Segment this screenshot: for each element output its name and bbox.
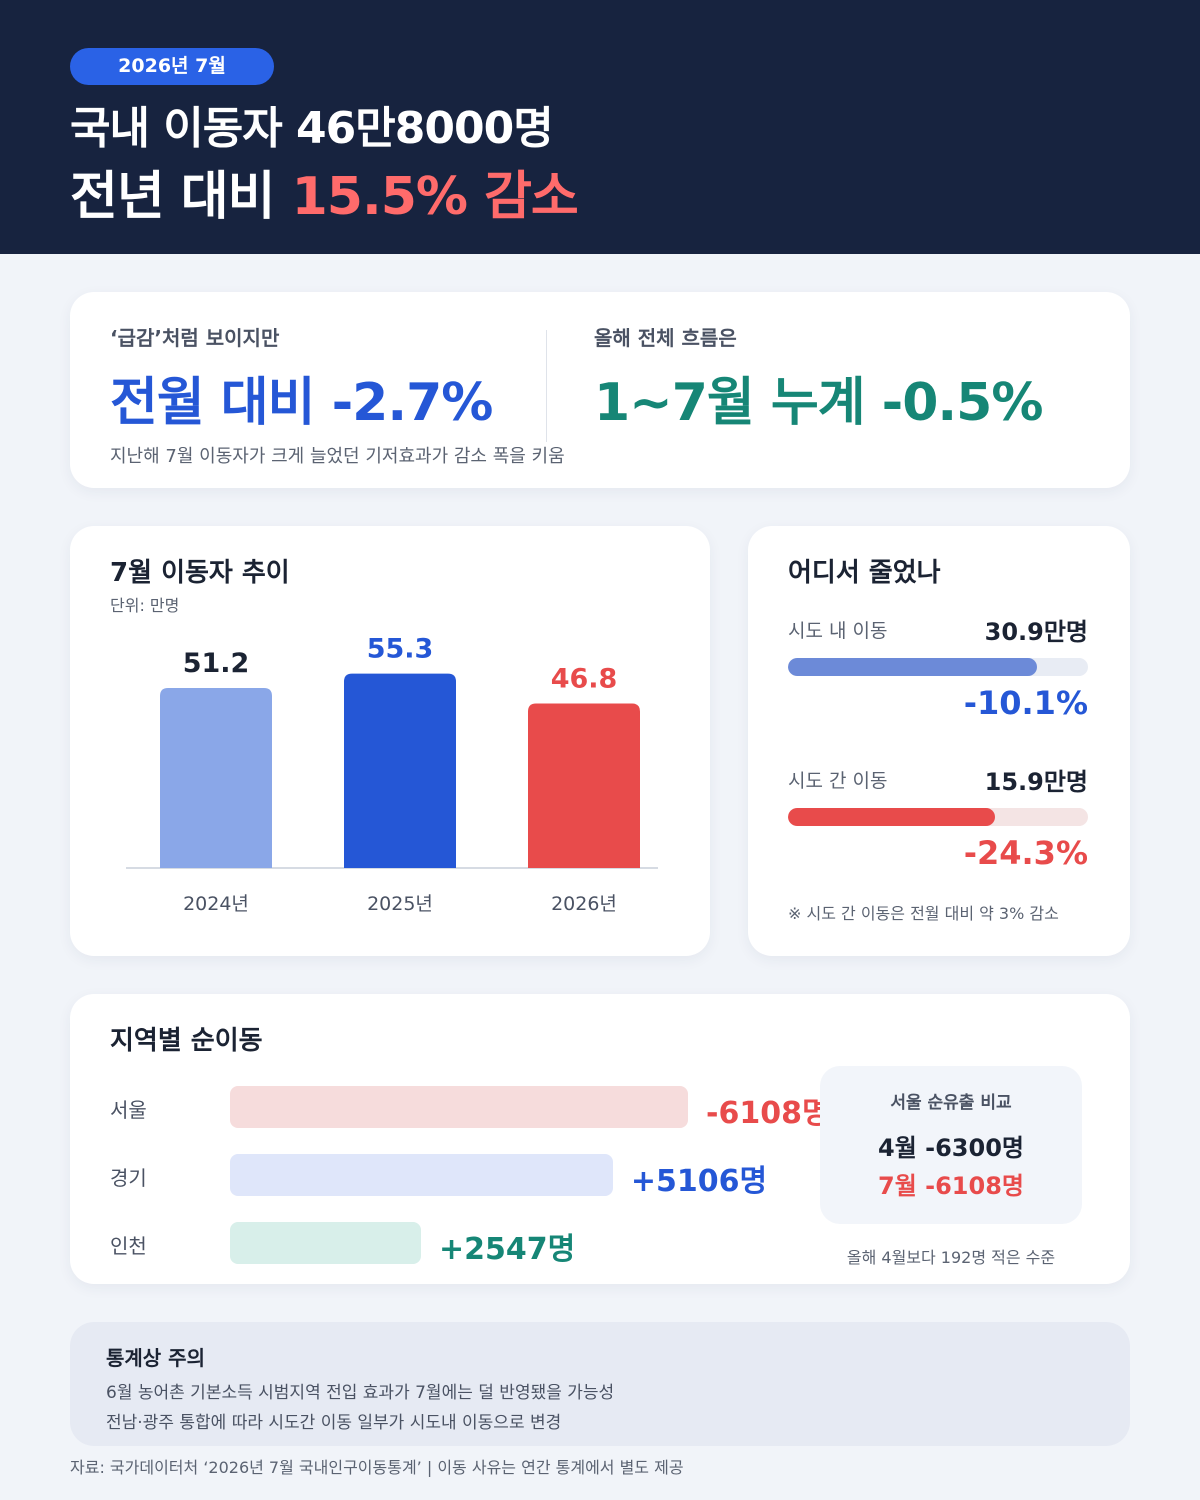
date-badge: 2026년 7월 <box>70 48 274 85</box>
compare-april: 4월 -6300명 <box>878 1134 1024 1162</box>
regions-title: 지역별 순이동 <box>110 1026 263 1056</box>
trend-unit: 단위: 만명 <box>110 596 180 615</box>
where-card: 어디서 줄었나 시도 내 이동 30.9만명 -10.1% 시도 간 이동 15… <box>748 526 1130 956</box>
inter-label: 시도 간 이동 <box>788 770 888 792</box>
intra-change: -10.1% <box>963 684 1088 722</box>
region-incheon-value: +2547명 <box>438 1232 576 1267</box>
caution-box: 통계상 주의 6월 농어촌 기본소득 시범지역 전입 효과가 7월에는 덜 반영… <box>70 1322 1130 1446</box>
intra-bar-track <box>788 658 1088 676</box>
summary-left-label: ‘급감’처럼 보이지만 <box>110 326 280 350</box>
caution-line-1: 6월 농어촌 기본소득 시범지역 전입 효과가 7월에는 덜 반영됐을 가능성 <box>106 1383 615 1403</box>
region-seoul-name: 서울 <box>110 1098 147 1122</box>
bar-value-label: 51.2 <box>183 648 250 679</box>
region-gyeonggi-value: +5106명 <box>630 1164 768 1199</box>
headline-line2: 전년 대비 15.5% 감소 <box>70 154 579 229</box>
source-note: 자료: 국가데이터처 ‘2026년 7월 국내인구이동통계’ | 이동 사유는 … <box>70 1458 684 1477</box>
region-seoul-bar <box>230 1086 688 1128</box>
region-incheon-bar <box>230 1222 421 1264</box>
summary-right-value: 1~7월 누계 -0.5% <box>594 373 1043 433</box>
inter-change: -24.3% <box>963 834 1088 872</box>
region-gyeonggi-bar <box>230 1154 613 1196</box>
header-banner: 2026년 7월 국내 이동자 46만8000명 전년 대비 15.5% 감소 <box>0 0 1200 254</box>
x-tick-label: 2026년 <box>551 893 617 915</box>
headline-line2-prefix: 전년 대비 <box>70 167 292 227</box>
headline-highlight: 15.5% 감소 <box>291 167 579 227</box>
trend-card: 7월 이동자 추이 단위: 만명 51.2 2024년 55.3 2025년 46.8 2… <box>70 526 710 956</box>
x-tick-label: 2024년 <box>183 893 249 915</box>
summary-note: 지난해 7월 이동자가 크게 늘었던 기저효과가 감소 폭을 키움 <box>110 446 565 467</box>
bar-2026년 <box>528 703 640 868</box>
bar-2024년 <box>160 688 272 868</box>
summary-left-value: 전월 대비 -2.7% <box>110 373 493 433</box>
x-tick-label: 2025년 <box>367 893 433 915</box>
bar-value-label: 46.8 <box>551 663 618 694</box>
trend-title: 7월 이동자 추이 <box>110 558 290 588</box>
region-seoul-value: -6108명 <box>706 1096 830 1131</box>
headline-line1: 국내 이동자 46만8000명 <box>70 103 554 154</box>
where-title: 어디서 줄었나 <box>788 558 941 588</box>
bar-2025년 <box>344 673 456 868</box>
region-incheon-name: 인천 <box>110 1234 147 1258</box>
caution-line-2: 전남·광주 통합에 따라 시도간 이동 일부가 시도내 이동으로 변경 <box>106 1413 562 1433</box>
caution-title: 통계상 주의 <box>106 1346 205 1370</box>
inter-value: 15.9만명 <box>984 768 1088 796</box>
inter-bar-fill <box>788 808 995 826</box>
intra-bar-fill <box>788 658 1037 676</box>
where-note: ※ 시도 간 이동은 전월 대비 약 3% 감소 <box>788 904 1059 923</box>
compare-july: 7월 -6108명 <box>878 1172 1024 1200</box>
summary-card: ‘급감’처럼 보이지만 전월 대비 -2.7% 올해 전체 흐름은 1~7월 누… <box>70 292 1130 488</box>
intra-value: 30.9만명 <box>984 618 1088 646</box>
trend-bar-chart: 51.2 2024년 55.3 2025년 46.8 2026년 <box>126 634 658 915</box>
compare-title: 서울 순유출 비교 <box>890 1093 1012 1113</box>
seoul-compare-box: 서울 순유출 비교 4월 -6300명 7월 -6108명 <box>820 1066 1082 1224</box>
intra-label: 시도 내 이동 <box>788 620 888 642</box>
inter-bar-track <box>788 808 1088 826</box>
compare-note: 올해 4월보다 192명 적은 수준 <box>846 1248 1056 1267</box>
region-gyeonggi-name: 경기 <box>110 1166 147 1190</box>
bar-value-label: 55.3 <box>367 634 434 665</box>
regions-card: 지역별 순이동 서울 -6108명 경기 +5106명 인천 +2547명 서울… <box>70 994 1130 1284</box>
summary-divider <box>546 330 547 442</box>
summary-right-label: 올해 전체 흐름은 <box>594 326 737 350</box>
